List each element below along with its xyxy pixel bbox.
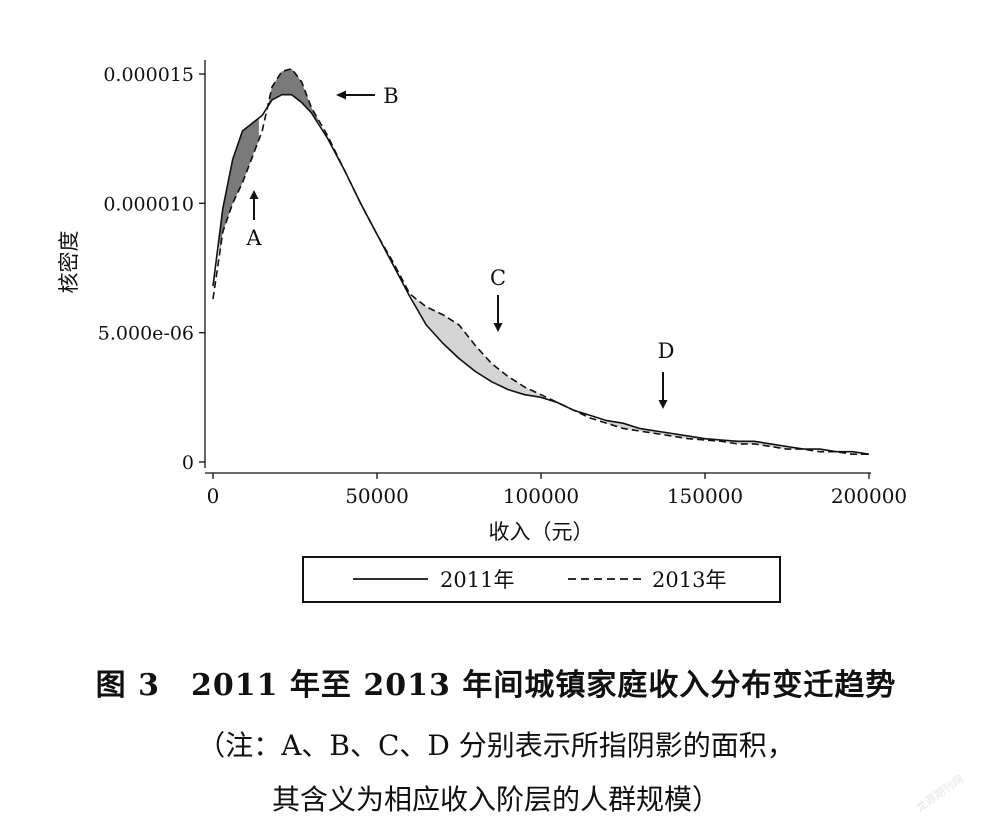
legend: 2011年 2013年 — [302, 556, 781, 603]
y-axis-label: 核密度 — [57, 231, 81, 294]
arrow-head — [493, 323, 503, 332]
x-tick-label: 100000 — [503, 484, 579, 508]
annotation-c: C — [490, 266, 506, 332]
annotation-b: B — [336, 84, 399, 108]
annotation-d: D — [658, 339, 675, 409]
arrow-head — [336, 90, 346, 100]
y-tick-label: 0 — [182, 452, 194, 474]
annotation-label: B — [383, 84, 398, 108]
y-tick-label: 0.000010 — [103, 193, 194, 215]
annotation-label: A — [245, 226, 262, 250]
y-tick-label: 0.000015 — [103, 64, 194, 86]
figure-caption-note-line1: （注：A、B、C、D 分别表示所指阴影的面积， — [197, 729, 795, 762]
series-line-2011 — [212, 93, 870, 455]
kernel-density-chart: 0 5.000e-06 0.000010 0.000015 0 50000 100000 15… — [57, 60, 907, 603]
series-line-2013 — [212, 68, 869, 456]
axes: 0 5.000e-06 0.000010 0.000015 0 50000 100000 15… — [57, 60, 907, 544]
annotations: A B C D — [245, 84, 674, 409]
x-axis-label: 收入（元） — [489, 520, 594, 544]
x-tick-label: 0 — [207, 484, 220, 508]
annotation-label: C — [490, 266, 506, 290]
shaded-region-a — [219, 118, 259, 255]
x-tick-label: 150000 — [667, 484, 743, 508]
y-tick-label: 5.000e-06 — [98, 323, 194, 345]
legend-label-2011: 2011年 — [440, 568, 514, 592]
figure-caption-note-line2: 其含义为相应收入阶层的人群规模） — [271, 783, 720, 816]
arrow-head — [249, 190, 259, 199]
x-tick-label: 50000 — [345, 484, 409, 508]
arrow-head — [658, 400, 668, 409]
density-lines — [212, 68, 870, 456]
shaded-region-d — [606, 420, 797, 450]
shaded-region-c — [413, 296, 541, 398]
annotation-a: A — [245, 190, 262, 250]
shaded-regions — [219, 69, 797, 450]
shaded-region-b — [268, 69, 318, 124]
annotation-label: D — [658, 339, 675, 363]
legend-label-2013: 2013年 — [652, 568, 726, 592]
figure-caption-title: 图 3 2011 年至 2013 年间城镇家庭收入分布变迁趋势 — [95, 668, 897, 703]
x-tick-label: 200000 — [831, 484, 907, 508]
